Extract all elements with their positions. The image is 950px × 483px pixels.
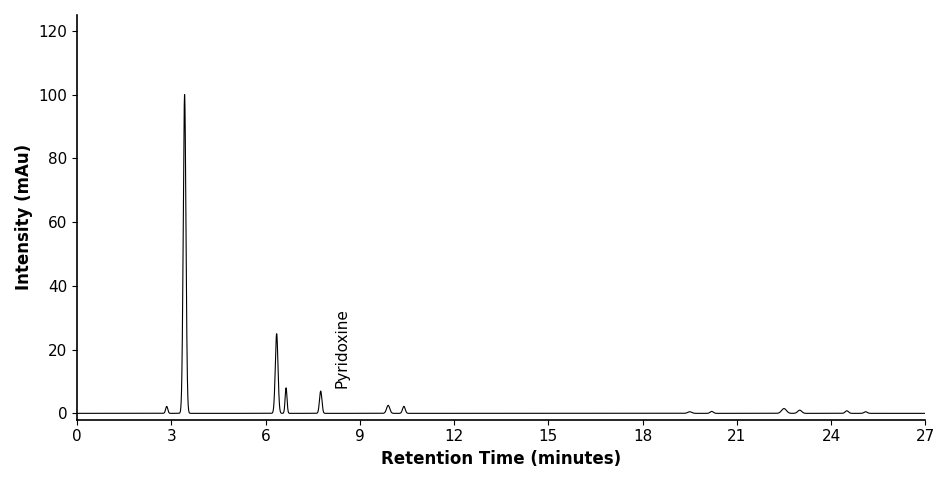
X-axis label: Retention Time (minutes): Retention Time (minutes) <box>381 450 621 468</box>
Y-axis label: Intensity (mAu): Intensity (mAu) <box>15 144 33 290</box>
Text: Pyridoxine: Pyridoxine <box>334 308 350 388</box>
